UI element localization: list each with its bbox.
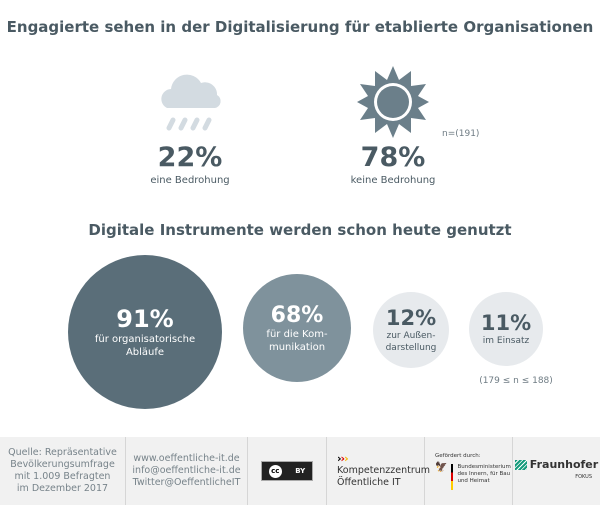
cc-icon: cc [268, 464, 282, 478]
source-line: mit 1.009 Befragten [14, 471, 111, 482]
bubble-presentation: 12% zur Außen- darstellung [373, 292, 449, 368]
bubble-label: zur Außen- [386, 331, 436, 341]
website-link[interactable]: www.oeffentliche-it.de [133, 453, 240, 464]
source-line: Bevölkerungsumfrage [10, 459, 115, 470]
title-threat: Engagierte sehen in der Digitalisierung … [6, 18, 594, 36]
fraunhofer-logo: Fraunhofer FOKUS [513, 437, 600, 505]
logo-text: Fraunhofer [529, 458, 599, 471]
bubble-label: Abläufe [125, 347, 165, 358]
contact-links: www.oeffentliche-it.de info@oeffentliche… [126, 437, 248, 505]
funded-by-label: Gefördert durch: [435, 452, 481, 459]
bubble-label: für die Kom- [266, 328, 328, 340]
source-line: Quelle: Repräsentative [8, 447, 117, 458]
source-note: Quelle: Repräsentative Bevölkerungsumfra… [0, 437, 126, 505]
kompetenzzentrum-logo: ››› Kompetenzzentrum Öffentliche IT [327, 437, 430, 505]
sun-icon [357, 66, 429, 138]
bubble-value: 12% [385, 306, 437, 330]
bubble-communication: 68% für die Kom- munikation [243, 274, 351, 382]
email-link[interactable]: info@oeffentliche-it.de [132, 465, 241, 476]
eagle-icon: 🦅 [435, 461, 448, 473]
chevrons-icon: ››› [337, 452, 349, 465]
ministry-line: des Innern, für Bau [457, 470, 511, 477]
bubble-label: darstellung [385, 343, 437, 353]
bubble-label: munikation [268, 341, 326, 353]
ministry-line: Bundesministerium [457, 463, 511, 470]
bubble-organisation: 91% für organisatorische Abläufe [68, 255, 222, 409]
footer: Quelle: Repräsentative Bevölkerungsumfra… [0, 437, 600, 505]
logo-text: Öffentliche IT [337, 477, 401, 488]
by-icon: BY [295, 467, 306, 475]
threat-label: eine Bedrohung [150, 175, 230, 186]
ministry-line: und Heimat [457, 477, 490, 484]
bubble-label: für organisatorische [94, 334, 196, 345]
source-line: im Dezember 2017 [16, 483, 109, 494]
nothreat-value: 78% [360, 142, 426, 173]
sample-size-1: n=(191) [442, 129, 480, 139]
logo-text: Kompetenzzentrum [337, 465, 431, 476]
flag-bar-icon [451, 463, 454, 490]
rain-cloud-icon [161, 74, 221, 131]
title-instruments: Digitale Instrumente werden schon heute … [88, 221, 512, 239]
ministry-logo: Gefördert durch: 🦅 Bundesministerium des… [425, 437, 513, 505]
logo-subtext: FOKUS [575, 474, 592, 480]
bubble-value: 11% [480, 310, 532, 335]
bubble-label: im Einsatz [482, 335, 530, 346]
bubble-in-use: 11% im Einsatz [469, 292, 543, 366]
nothreat-label: keine Bedrohung [350, 175, 436, 186]
threat-value: 22% [157, 142, 223, 173]
fraunhofer-icon [514, 460, 527, 470]
bubble-value: 91% [116, 305, 174, 333]
twitter-link[interactable]: Twitter@OeffentlicheIT [132, 477, 241, 488]
bubble-value: 68% [270, 302, 324, 328]
cc-by-icon: cc BY [261, 461, 313, 481]
cc-by-license: cc BY [248, 437, 327, 505]
sample-size-2: (179 ≤ n ≤ 188) [479, 376, 553, 386]
